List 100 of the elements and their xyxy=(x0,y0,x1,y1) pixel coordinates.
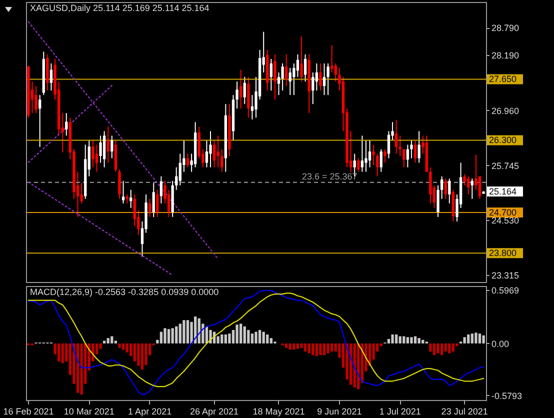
candlestick xyxy=(156,189,159,218)
candlestick xyxy=(444,178,447,200)
bar xyxy=(106,338,110,344)
candlestick xyxy=(406,144,410,168)
bar xyxy=(319,343,322,356)
candlestick xyxy=(148,198,152,218)
candlestick xyxy=(50,62,53,92)
candlestick xyxy=(368,140,372,168)
candlestick xyxy=(186,153,190,168)
candlestick xyxy=(209,130,212,168)
candlestick xyxy=(387,130,390,159)
x-tick-label: 16 Feb 2021 xyxy=(3,406,54,416)
bar xyxy=(410,337,413,344)
candlestick xyxy=(270,58,272,92)
ref-line-label: 27.650 xyxy=(489,74,517,84)
candlestick xyxy=(300,36,303,82)
y-tick-label: 0.5969 xyxy=(492,285,520,296)
bar xyxy=(398,336,402,344)
bar xyxy=(452,343,455,352)
bar xyxy=(61,343,64,364)
candlestick xyxy=(212,140,216,168)
bar xyxy=(292,343,296,350)
candlestick xyxy=(429,166,432,204)
candlestick xyxy=(160,176,163,204)
candlestick xyxy=(376,153,379,177)
bar xyxy=(110,336,114,344)
bar xyxy=(247,330,250,344)
y-tick-label: -0.5793 xyxy=(492,390,522,401)
chart-title: XAGUSD,Daily 25.114 25.169 25.114 25.164 xyxy=(30,3,210,13)
ref-line-label: 26.300 xyxy=(489,135,517,146)
candlestick xyxy=(357,158,360,172)
bar xyxy=(422,340,424,344)
bar xyxy=(57,343,60,362)
candlestick xyxy=(92,140,94,168)
bar xyxy=(402,336,406,344)
candlestick xyxy=(220,148,224,172)
bar xyxy=(240,324,242,344)
x-tick-label: 18 May 2021 xyxy=(252,406,305,416)
x-tick-label: 10 Mar 2021 xyxy=(64,406,114,416)
candlestick xyxy=(394,119,398,154)
candlestick xyxy=(281,62,284,92)
bar xyxy=(80,343,83,395)
y-tick-label: 28.790 xyxy=(492,23,520,34)
candlestick xyxy=(372,144,375,166)
candlestick xyxy=(440,176,444,200)
candlestick xyxy=(175,166,178,190)
bar xyxy=(470,334,474,344)
bar xyxy=(444,343,447,352)
x-tick-label: 26 Apr 2021 xyxy=(190,406,239,416)
candlestick xyxy=(102,130,106,168)
bar xyxy=(482,335,485,344)
candlestick xyxy=(130,189,132,208)
bar xyxy=(262,332,265,344)
candlestick xyxy=(326,62,330,96)
y-tick-label: 23.315 xyxy=(492,270,520,280)
y-tick-label: 24.530 xyxy=(492,216,520,226)
candlestick xyxy=(34,86,38,114)
candlestick xyxy=(384,148,386,164)
bar xyxy=(137,343,140,366)
candlestick xyxy=(65,112,68,136)
bar xyxy=(463,337,466,344)
bar xyxy=(312,343,314,356)
candlestick xyxy=(304,54,307,82)
bar xyxy=(140,343,144,370)
bar xyxy=(322,343,326,356)
bar xyxy=(167,329,170,344)
candlestick xyxy=(467,176,470,195)
candlestick xyxy=(118,169,121,200)
bar xyxy=(330,343,334,352)
bar xyxy=(414,336,417,344)
x-tick-label: 1 Jul 2021 xyxy=(379,406,421,416)
y-tick-label: 0.00 xyxy=(492,338,510,349)
candlestick xyxy=(418,130,420,164)
x-tick-label: 23 Jul 2021 xyxy=(441,406,488,416)
candlestick xyxy=(322,62,326,96)
bar xyxy=(224,334,227,344)
candlestick xyxy=(470,178,474,200)
candlestick xyxy=(178,153,182,186)
candlestick xyxy=(292,62,296,96)
candlestick xyxy=(402,148,406,168)
bar xyxy=(394,334,398,344)
candlestick xyxy=(274,54,276,100)
candlestick xyxy=(95,144,98,172)
bar xyxy=(326,343,330,354)
bar xyxy=(436,343,440,354)
candlestick xyxy=(478,176,482,200)
bar xyxy=(429,343,432,352)
candlestick xyxy=(38,94,42,148)
ref-line-label: 23.6 = 25.367 xyxy=(302,171,358,182)
bar xyxy=(391,334,394,344)
bar xyxy=(304,343,307,352)
candlestick xyxy=(360,135,364,172)
bar xyxy=(186,320,190,344)
candlestick xyxy=(436,184,440,218)
bar xyxy=(126,343,128,352)
bar xyxy=(440,343,444,356)
candlestick xyxy=(380,148,382,172)
bar xyxy=(266,334,269,344)
candlestick xyxy=(250,94,254,120)
bar xyxy=(220,334,224,344)
